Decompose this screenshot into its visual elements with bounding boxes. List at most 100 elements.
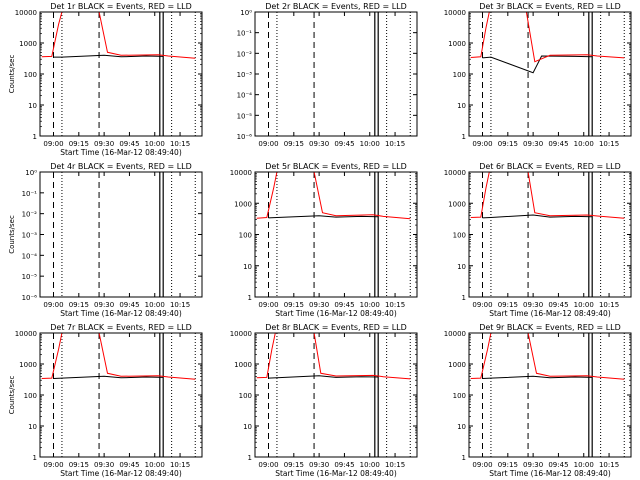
x-axis-label: Start Time (16-Mar-12 08:49:40)	[275, 309, 397, 318]
x-tick-label: 09:00	[258, 301, 278, 309]
series-line-lld	[256, 172, 411, 220]
series-line-lld	[41, 333, 196, 380]
x-tick-label: 09:30	[523, 140, 543, 148]
x-tick-label: 09:30	[309, 140, 329, 148]
x-tick-label: 09:00	[258, 140, 278, 148]
series-line-lld	[41, 12, 196, 59]
x-tick-label: 09:15	[284, 461, 304, 469]
y-tick-label: 1000	[19, 361, 37, 369]
x-tick-label: 09:30	[94, 140, 114, 148]
series-line-events	[482, 55, 593, 74]
plot-frame	[39, 11, 203, 137]
x-tick-label: 10:15	[385, 461, 405, 469]
y-tick-label: 10⁻³	[237, 71, 253, 79]
y-tick-label: 10⁻¹	[237, 30, 253, 38]
y-axis-label: Counts/sec	[8, 376, 16, 415]
y-tick-label: 1	[462, 294, 466, 302]
plot-frame	[254, 11, 418, 137]
y-axis-label: Counts/sec	[8, 55, 16, 94]
panel-title: Det 6r BLACK = Events, RED = LLD	[479, 162, 621, 171]
x-tick-label: 10:00	[360, 461, 380, 469]
x-tick-label: 10:00	[145, 301, 165, 309]
x-tick-label: 09:15	[69, 461, 89, 469]
y-tick-label: 10⁻⁶	[237, 133, 253, 141]
series-line-lld	[256, 333, 411, 380]
y-tick-label: 10	[457, 423, 466, 431]
panel-6: Det 6r BLACK = Events, RED = LLD 1 10 100 10…	[444, 162, 632, 318]
series-line-events	[268, 215, 379, 219]
x-tick-label: 09:15	[284, 301, 304, 309]
plot-frame	[39, 332, 203, 458]
panel-title: Det 1r BLACK = Events, RED = LLD	[50, 2, 192, 11]
x-tick-label: 09:45	[334, 461, 354, 469]
y-tick-label: 10⁻¹	[22, 190, 38, 198]
x-tick-label: 10:00	[574, 301, 594, 309]
y-tick-label: 10⁰	[25, 169, 37, 177]
panel-5: Det 5r BLACK = Events, RED = LLD 1 10 100 10…	[230, 162, 418, 318]
y-tick-label: 10⁻³	[22, 232, 38, 240]
y-tick-label: 1000	[234, 361, 252, 369]
y-axis-label: Counts/sec	[8, 215, 16, 254]
panel-title: Det 3r BLACK = Events, RED = LLD	[479, 2, 621, 11]
y-tick-label: 100	[453, 232, 466, 240]
panel-title: Det 8r BLACK = Events, RED = LLD	[265, 323, 407, 332]
y-tick-label: 10⁻²	[22, 211, 38, 219]
y-tick-label: 10	[457, 263, 466, 271]
x-tick-label: 10:15	[599, 140, 619, 148]
x-tick-label: 09:15	[69, 140, 89, 148]
y-tick-label: 1	[462, 454, 466, 462]
series-line-events	[53, 375, 164, 379]
y-tick-label: 1000	[448, 200, 466, 208]
y-tick-label: 1000	[448, 40, 466, 48]
x-tick-label: 09:15	[498, 461, 518, 469]
y-tick-label: 1	[248, 454, 252, 462]
x-tick-label: 10:15	[385, 301, 405, 309]
y-tick-label: 10⁻⁴	[237, 92, 253, 100]
x-tick-label: 09:30	[309, 301, 329, 309]
x-axis-label: Start Time (16-Mar-12 08:49:40)	[489, 309, 611, 318]
x-tick-label: 09:30	[94, 461, 114, 469]
y-tick-label: 10	[457, 102, 466, 110]
y-tick-label: 10000	[444, 169, 466, 177]
y-tick-label: 100	[453, 71, 466, 79]
plot-frame	[39, 171, 203, 298]
x-tick-label: 09:00	[43, 301, 63, 309]
series-line-events	[482, 375, 593, 379]
x-tick-label: 10:00	[574, 140, 594, 148]
x-tick-label: 09:45	[334, 301, 354, 309]
x-tick-label: 10:15	[170, 461, 190, 469]
y-tick-label: 1	[462, 133, 466, 141]
x-tick-label: 09:45	[119, 461, 139, 469]
x-tick-label: 10:00	[360, 301, 380, 309]
y-tick-label: 10000	[444, 330, 466, 338]
x-tick-label: 09:15	[498, 140, 518, 148]
panel-2: Det 2r BLACK = Events, RED = LLD 10⁰ 10⁻¹ 1…	[237, 2, 418, 148]
y-tick-label: 1000	[448, 361, 466, 369]
series-line-lld	[470, 333, 625, 380]
y-tick-label: 10000	[15, 330, 37, 338]
y-tick-label: 10000	[444, 9, 466, 17]
x-tick-label: 09:00	[472, 140, 492, 148]
y-tick-label: 10000	[230, 330, 252, 338]
panel-4: Det 4r BLACK = Events, RED = LLD 10⁰ 10⁻¹ 1…	[8, 162, 203, 318]
plot-frame	[468, 11, 632, 137]
y-tick-label: 100	[239, 392, 252, 400]
panel-9: Det 9r BLACK = Events, RED = LLD 1 10 100 10…	[444, 323, 632, 478]
plot-frame	[254, 171, 418, 298]
panel-1: Det 1r BLACK = Events, RED = LLD 1 10 100 10…	[8, 2, 203, 157]
y-tick-label: 10000	[230, 169, 252, 177]
x-tick-label: 09:30	[94, 301, 114, 309]
y-tick-label: 10	[28, 423, 37, 431]
x-tick-label: 09:45	[548, 461, 568, 469]
x-tick-label: 10:15	[170, 140, 190, 148]
plot-frame	[468, 332, 632, 458]
x-tick-label: 09:45	[334, 140, 354, 148]
y-tick-label: 1	[33, 454, 37, 462]
x-tick-label: 09:30	[523, 301, 543, 309]
series-line-events	[482, 214, 593, 219]
panel-8: Det 8r BLACK = Events, RED = LLD 1 10 100 10…	[230, 323, 418, 478]
x-tick-label: 09:15	[69, 301, 89, 309]
series-line-events	[268, 375, 379, 379]
x-tick-label: 10:00	[145, 140, 165, 148]
